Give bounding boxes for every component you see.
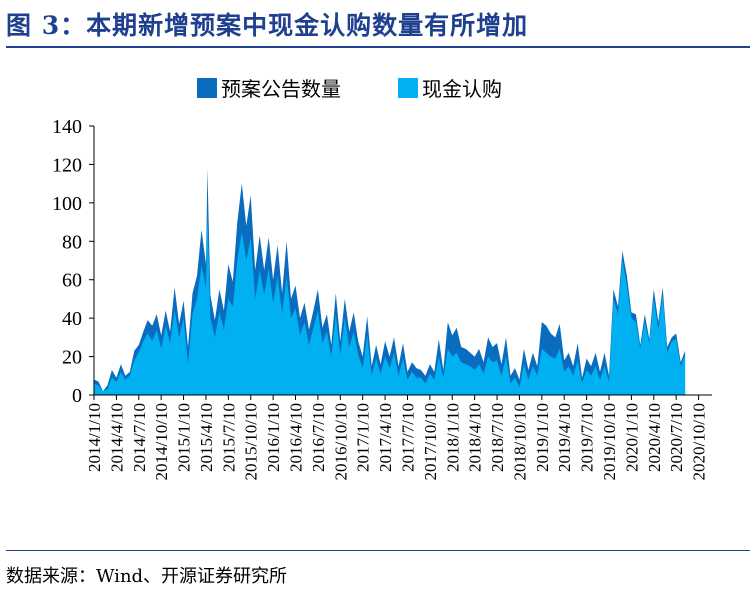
legend-label-1: 预案公告数量 [221,77,341,101]
x-tick-label: 2014/4/10 [107,403,126,472]
x-tick-label: 2017/4/10 [376,403,395,472]
x-tick-label: 2016/4/10 [287,403,306,472]
x-axis-labels: 2014/1/10 2014/4/10 2014/7/10 2014/10/10 201… [85,403,709,480]
legend-swatch-2 [398,78,418,98]
x-tick-label: 2018/4/10 [466,403,485,472]
y-tick-label: 100 [52,193,82,215]
x-tick-label: 2017/1/10 [354,403,373,472]
x-tick-label: 2020/4/10 [645,403,664,472]
x-tick-label: 2016/10/10 [331,403,350,480]
title-rule [6,46,750,48]
x-tick-label: 2019/4/10 [555,403,574,472]
x-tick-label: 2015/7/10 [219,403,238,472]
x-tick-label: 2015/4/10 [197,403,216,472]
x-tick-label: 2015/1/10 [175,403,194,472]
x-tick-label: 2017/10/10 [421,403,440,480]
legend-label-2: 现金认购 [422,77,502,101]
x-tick-label: 2019/7/10 [578,403,597,472]
figure-title: 图 3：本期新增预案中现金认购数量有所增加 [6,11,529,40]
x-tick-label: 2014/1/10 [85,403,104,472]
y-tick-label: 140 [52,116,82,138]
source-rule [6,550,750,551]
area-layer [94,168,686,395]
x-tick-label: 2014/7/10 [130,403,149,472]
x-tick-label: 2014/10/10 [152,403,171,480]
y-tick-label: 120 [52,154,82,176]
x-tick-label: 2019/10/10 [600,403,619,480]
x-tick-label: 2018/1/10 [443,403,462,472]
y-tick-label: 60 [62,270,82,292]
y-tick-label: 0 [72,385,82,407]
x-tick-label: 2020/7/10 [667,403,686,472]
x-tick-label: 2018/7/10 [488,403,507,472]
x-tick-label: 2015/10/10 [242,403,261,480]
x-tick-label: 2017/7/10 [398,403,417,472]
x-tick-label: 2016/1/10 [264,403,283,472]
series-area-2 [94,210,686,395]
legend: 预案公告数量 现金认购 [197,77,502,101]
x-tick-label: 2018/10/10 [510,403,529,480]
y-tick-label: 80 [62,231,82,253]
y-tick-label: 20 [62,347,82,369]
source-note: 数据来源：Wind、开源证券研究所 [6,566,288,587]
y-tick-label: 40 [62,308,82,330]
legend-swatch-1 [197,78,217,98]
x-tick-label: 2019/1/10 [533,403,552,472]
x-tick-label: 2020/10/10 [690,403,709,480]
x-tick-label: 2016/7/10 [309,403,328,472]
y-axis-labels: 0 20 40 60 80 100 120 140 [52,116,82,407]
axes-layer [89,125,712,400]
x-tick-label: 2020/1/10 [622,403,641,472]
